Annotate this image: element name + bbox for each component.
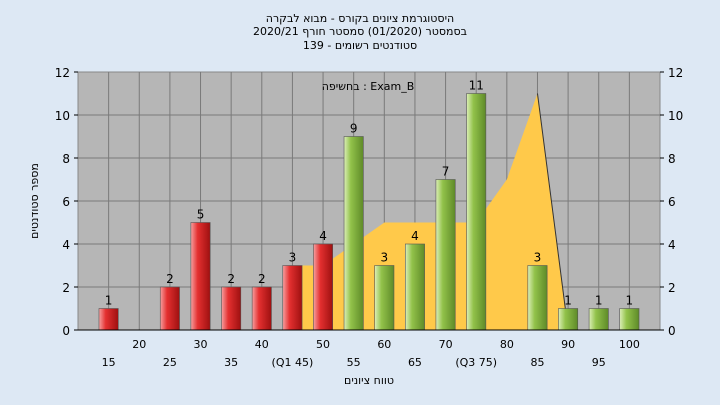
- chart-title-line-2: בסמסטר (01/2020) סמסטר חורף 2020/21: [253, 25, 467, 38]
- x-tick-label: 80: [500, 338, 514, 351]
- y-tick-label-left: 4: [62, 238, 70, 252]
- bar-75: [466, 93, 487, 331]
- x-tick-label: 70: [439, 338, 453, 351]
- value-label: 1: [595, 294, 603, 308]
- bar-40: [251, 286, 272, 331]
- chart-annotation: בחשיפה : Exam_B: [322, 80, 415, 93]
- bar-50: [313, 243, 334, 331]
- value-label: 3: [289, 251, 297, 265]
- bars: [98, 93, 640, 331]
- y-tick-label-left: 2: [62, 281, 70, 295]
- x-tick-label: 65: [408, 356, 422, 369]
- y-tick-label-right: 10: [668, 109, 683, 123]
- value-label: 2: [258, 272, 266, 286]
- y-tick-label-right: 12: [668, 66, 683, 80]
- bar-65: [404, 243, 425, 331]
- x-tick-label: 100: [619, 338, 640, 351]
- value-label: 7: [442, 165, 450, 179]
- iqr-band-edge: [536, 93, 569, 331]
- value-label: 4: [411, 229, 419, 243]
- x-tick-label: 40: [255, 338, 269, 351]
- bar-55: [343, 136, 364, 331]
- chart-title-line-3: סטודנטים רשומים - 139: [303, 39, 417, 52]
- bar-85: [527, 265, 548, 331]
- bar-30: [190, 222, 211, 331]
- x-tick-label: 95: [592, 356, 606, 369]
- bar-100: [619, 308, 640, 331]
- bar-90: [558, 308, 579, 331]
- x-tick-label: 90: [561, 338, 575, 351]
- x-tick-label: 55: [347, 356, 361, 369]
- x-axis-label: טווח ציונים: [344, 374, 394, 387]
- bar-25: [159, 286, 180, 331]
- x-tick-label: 30: [194, 338, 208, 351]
- bar-70: [435, 179, 456, 331]
- value-label: 2: [227, 272, 235, 286]
- bar-35: [221, 286, 242, 331]
- value-label: 5: [197, 208, 205, 222]
- bar-45: [282, 265, 303, 331]
- value-label: 1: [105, 294, 113, 308]
- x-tick-label: 35: [224, 356, 238, 369]
- value-label: 1: [564, 294, 572, 308]
- x-tick-label: 60: [377, 338, 391, 351]
- x-tick-label: 85: [530, 356, 544, 369]
- value-label: 3: [380, 251, 388, 265]
- value-label: 2: [166, 272, 174, 286]
- x-tick-label: (Q1 45): [272, 356, 314, 369]
- value-label: 3: [534, 251, 542, 265]
- chart-title-line-1: היסטוגרמת ציונים בקורס - מבוא לבקרה: [266, 12, 454, 25]
- x-tick-label: 15: [102, 356, 116, 369]
- y-tick-label-right: 4: [668, 238, 676, 252]
- value-label: 4: [319, 229, 327, 243]
- x-tick-label: 20: [132, 338, 146, 351]
- y-tick-label-left: 12: [55, 66, 70, 80]
- value-label: 1: [626, 294, 634, 308]
- y-tick-label-left: 10: [55, 109, 70, 123]
- bar-15: [98, 308, 119, 331]
- x-tick-label: 50: [316, 338, 330, 351]
- bar-95: [588, 308, 609, 331]
- y-tick-label-left: 6: [62, 195, 70, 209]
- y-axis-label: מספר סטודנטים: [28, 163, 41, 239]
- y-tick-label-left: 8: [62, 152, 70, 166]
- y-tick-label-right: 0: [668, 324, 676, 338]
- value-label: 9: [350, 122, 358, 136]
- value-label: 11: [469, 79, 484, 93]
- y-tick-label-right: 6: [668, 195, 676, 209]
- bar-60: [374, 265, 395, 331]
- x-tick-label: (Q3 75): [455, 356, 497, 369]
- y-tick-label-right: 2: [668, 281, 676, 295]
- y-tick-label-right: 8: [668, 152, 676, 166]
- x-tick-label: 25: [163, 356, 177, 369]
- y-tick-label-left: 0: [62, 324, 70, 338]
